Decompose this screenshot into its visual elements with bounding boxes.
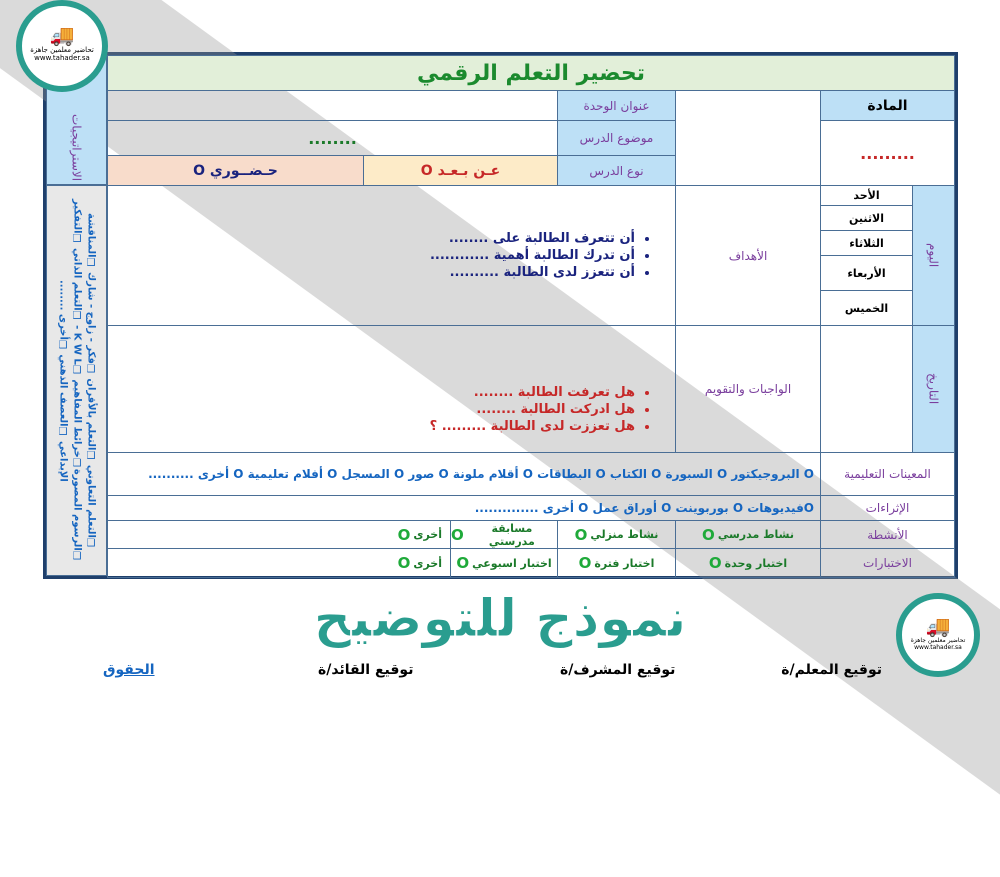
day-label: اليوم <box>912 185 955 326</box>
test-other[interactable]: أخرى O <box>107 548 451 578</box>
day-sunday[interactable]: الأحد <box>820 185 913 206</box>
rights-link[interactable]: الحقوق <box>103 662 155 678</box>
page-title: تحضير التعلم الرقمي <box>107 55 955 91</box>
objective-item: أن تتعرف الطالبة على ........ <box>430 230 635 247</box>
activity-home[interactable]: نشاط منزلي O <box>557 520 676 549</box>
day-monday[interactable]: الاثنين <box>820 205 913 231</box>
day-tuesday[interactable]: الثلاثاء <box>820 230 913 256</box>
activity-school[interactable]: نشاط مدرسي O <box>675 520 821 549</box>
homework-item: هل تعززت لدى الطالبة ......... ؟ <box>430 418 635 435</box>
activity-contest[interactable]: مسابقة مدرستي O <box>450 520 558 549</box>
date-label: التاريخ <box>912 325 955 453</box>
header-blank <box>675 90 821 186</box>
enrichment-label: الإثراءات <box>820 495 955 521</box>
lesson-type-inperson[interactable]: حـضــوري O <box>107 155 364 186</box>
lesson-type-label: نوع الدرس <box>557 155 676 186</box>
day-thursday[interactable]: الخميس <box>820 290 913 326</box>
aids-label: المعينات التعليمية <box>820 452 955 496</box>
supervisor-signature: توقيع المشرف/ة <box>560 662 676 678</box>
activities-label: الأنشطة <box>820 520 955 549</box>
day-wednesday[interactable]: الأربعاء <box>820 255 913 291</box>
objectives-label: الأهداف <box>675 185 821 326</box>
activity-other[interactable]: أخرى O <box>107 520 451 549</box>
truck-icon: 🚚 <box>49 23 75 47</box>
logo: 🚚 تحاضير معلمين جاهزة www.tahader.sa <box>16 0 108 92</box>
unit-title-label: عنوان الوحدة <box>557 90 676 121</box>
lesson-type-remote[interactable]: عـن بـعـد O <box>363 155 558 186</box>
homework-item: هل ادركت الطالبة ........ <box>430 401 635 418</box>
homework-field[interactable]: هل تعرفت الطالبة ........ هل ادركت الطال… <box>107 325 676 453</box>
strategies-list[interactable]: ❑التعلم التعاوني ❑التعلم بالأقران ❑فكر -… <box>46 185 107 576</box>
homework-label: الواجبات والتقويم <box>675 325 821 453</box>
tests-label: الاختبارات <box>820 548 955 578</box>
subject-value[interactable]: ......... <box>820 120 955 186</box>
test-term[interactable]: اختبار فترة O <box>557 548 676 578</box>
date-field[interactable] <box>820 325 913 453</box>
homework-item: هل تعرفت الطالبة ........ <box>430 384 635 401</box>
subject-label: المادة <box>820 90 955 121</box>
test-weekly[interactable]: اختبار اسبوعي O <box>450 548 558 578</box>
logo-bottom: 🚚 تحاضير معلمين جاهزة www.tahader.sa <box>896 593 980 677</box>
unit-title-field[interactable] <box>107 90 558 121</box>
watermark-text: نموذج للتوضيح <box>313 589 687 650</box>
leader-signature: توقيع القائد/ة <box>318 662 414 678</box>
teacher-signature: توقيع المعلم/ة <box>781 662 882 678</box>
lesson-topic-label: موضوع الدرس <box>557 120 676 156</box>
objective-item: أن تدرك الطالبة أهمية ............ <box>430 247 635 264</box>
aids-options[interactable]: O البروجيكتور O السبورة O الكتاب O البطا… <box>107 452 821 496</box>
lesson-topic-field[interactable]: ........ <box>107 120 558 156</box>
objectives-field[interactable]: أن تتعرف الطالبة على ........ أن تدرك ال… <box>107 185 676 326</box>
objective-item: أن تتعزز لدى الطالبة .......... <box>430 264 635 281</box>
enrichment-options[interactable]: Oفيديوهات O بوربوينت O أوراق عمل O أخرى … <box>107 495 821 521</box>
truck-icon: 🚚 <box>925 614 951 638</box>
test-unit[interactable]: اختبار وحدة O <box>675 548 821 578</box>
